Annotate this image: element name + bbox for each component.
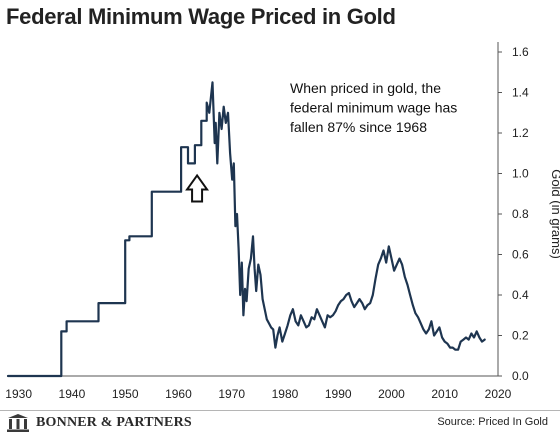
x-tick-label: 2020 — [485, 387, 512, 401]
y-axis-ticks: 0.0 0.2 0.4 0.6 0.8 1.0 1.2 1.4 1.6 — [498, 45, 529, 383]
chart-annotation: When priced in gold, the federal minimum … — [290, 80, 457, 135]
x-axis-ticks: 1930 1940 1950 1960 1970 1980 1990 2000 2010 2020 — [5, 387, 511, 401]
y-tick-label: 0.4 — [512, 288, 529, 302]
bonner-partners-logo-icon — [7, 414, 29, 432]
y-tick-label: 0.0 — [512, 369, 529, 383]
y-tick-label: 0.2 — [512, 329, 529, 343]
annotation-line: When priced in gold, the — [290, 80, 441, 96]
footer-divider — [0, 410, 560, 411]
x-tick-label: 1990 — [325, 387, 352, 401]
chart-title: Federal Minimum Wage Priced in Gold — [6, 4, 396, 29]
x-tick-label: 1960 — [165, 387, 192, 401]
x-tick-label: 1980 — [272, 387, 299, 401]
plot-area: 1930 1940 1950 1960 1970 1980 1990 2000 2010 2020… — [5, 42, 560, 401]
up-arrow-icon — [185, 173, 210, 203]
x-tick-label: 1970 — [218, 387, 245, 401]
annotation-line: federal minimum wage has — [290, 100, 457, 116]
brand-name: BONNER & PARTNERS — [36, 415, 192, 430]
x-tick-label: 1930 — [5, 387, 32, 401]
wage-gold-chart: 1930 1940 1950 1960 1970 1980 1990 2000 2010 2020… — [5, 42, 560, 401]
x-tick-label: 1940 — [59, 387, 86, 401]
series-line-minimum-wage-gold — [6, 81, 486, 378]
x-tick-label: 2000 — [378, 387, 405, 401]
y-tick-label: 1.2 — [512, 126, 529, 140]
annotation-line: fallen 87% since 1968 — [290, 119, 427, 135]
x-tick-label: 2010 — [431, 387, 458, 401]
y-tick-label: 0.8 — [512, 207, 529, 221]
y-axis-label: Gold (in grams) — [549, 169, 560, 259]
source-note: Source: Priced In Gold — [437, 416, 548, 428]
brand: BONNER & PARTNERS — [6, 414, 192, 432]
y-tick-label: 1.0 — [512, 167, 529, 181]
y-tick-label: 1.6 — [512, 45, 529, 59]
y-tick-label: 1.4 — [512, 86, 529, 100]
x-tick-label: 1950 — [112, 387, 139, 401]
y-tick-label: 0.6 — [512, 248, 529, 262]
